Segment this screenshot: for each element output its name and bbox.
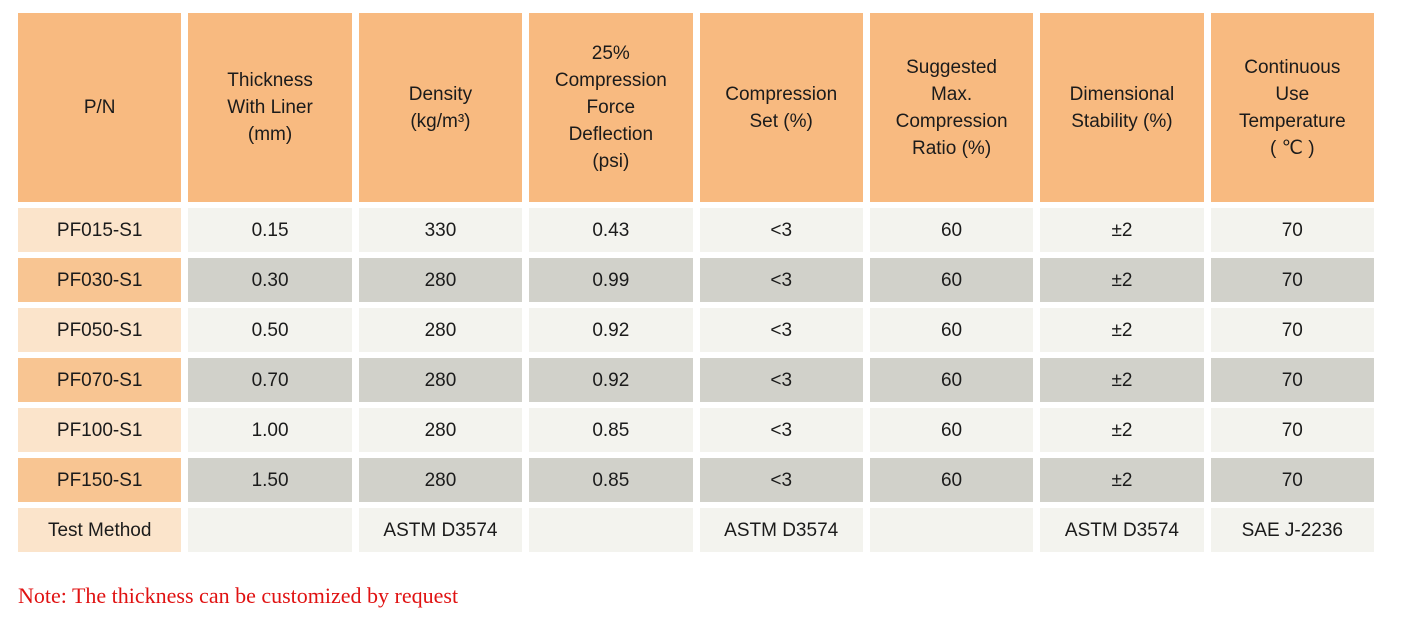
table-cell: 70 <box>1210 458 1374 502</box>
table-cell: ASTM D3574 <box>699 508 863 552</box>
table-cell: SAE J-2236 <box>1210 508 1374 552</box>
table-cell: 60 <box>869 308 1034 352</box>
table-cell: 60 <box>869 208 1034 252</box>
pn-cell: PF070-S1 <box>18 358 182 402</box>
table-cell: 0.50 <box>188 308 352 352</box>
table-cell: 0.99 <box>529 258 693 302</box>
table-cell: 280 <box>358 258 523 302</box>
header-suggested-max-compression-ratio: Suggested Max. Compression Ratio (%) <box>869 13 1034 202</box>
pn-cell: PF015-S1 <box>18 208 182 252</box>
header-continuous-use-temperature: Continuous Use Temperature ( ℃ ) <box>1210 13 1374 202</box>
table-cell: 280 <box>358 358 523 402</box>
table-cell <box>188 508 352 552</box>
table-cell: ±2 <box>1040 408 1204 452</box>
pn-cell: PF100-S1 <box>18 408 182 452</box>
header-density: Density (kg/m³) <box>358 13 523 202</box>
table-cell: 60 <box>869 358 1034 402</box>
table-cell: <3 <box>699 258 863 302</box>
table-cell: 280 <box>358 308 523 352</box>
table-cell: 70 <box>1210 358 1374 402</box>
table-cell: 70 <box>1210 208 1374 252</box>
pn-cell: PF030-S1 <box>18 258 182 302</box>
table-cell: 280 <box>358 458 523 502</box>
table-cell: 0.92 <box>529 308 693 352</box>
header-dimensional-stability: Dimensional Stability (%) <box>1040 13 1204 202</box>
table-cell: 60 <box>869 258 1034 302</box>
table-cell: <3 <box>699 208 863 252</box>
table-cell: 0.85 <box>529 408 693 452</box>
table-cell: 70 <box>1210 258 1374 302</box>
header-pn: P/N <box>18 13 182 202</box>
table-cell: 0.15 <box>188 208 352 252</box>
table-cell: 330 <box>358 208 523 252</box>
table-cell: <3 <box>699 458 863 502</box>
table-cell: 60 <box>869 408 1034 452</box>
table-cell: ±2 <box>1040 308 1204 352</box>
table-cell <box>869 508 1034 552</box>
product-spec-table: P/N Thickness With Liner (mm) Density (k… <box>18 13 1374 552</box>
header-compression-set: Compression Set (%) <box>699 13 863 202</box>
table-cell: <3 <box>699 308 863 352</box>
table-cell: ±2 <box>1040 458 1204 502</box>
table-cell: 60 <box>869 458 1034 502</box>
header-compression-force-deflection: 25% Compression Force Deflection (psi) <box>529 13 693 202</box>
pn-cell: PF050-S1 <box>18 308 182 352</box>
table-cell: ASTM D3574 <box>1040 508 1204 552</box>
table-cell: ±2 <box>1040 208 1204 252</box>
table-cell: <3 <box>699 408 863 452</box>
table-cell: 1.00 <box>188 408 352 452</box>
table-cell: 0.70 <box>188 358 352 402</box>
table-cell: 70 <box>1210 408 1374 452</box>
table-cell: ±2 <box>1040 258 1204 302</box>
table-cell: 0.43 <box>529 208 693 252</box>
table-cell: 0.85 <box>529 458 693 502</box>
table-cell: 0.30 <box>188 258 352 302</box>
table-cell: <3 <box>699 358 863 402</box>
customization-note: Note: The thickness can be customized by… <box>18 583 459 608</box>
table-cell: ±2 <box>1040 358 1204 402</box>
table-cell: 1.50 <box>188 458 352 502</box>
table-cell: 280 <box>358 408 523 452</box>
table-cell <box>529 508 693 552</box>
pn-cell: PF150-S1 <box>18 458 182 502</box>
table-cell: ASTM D3574 <box>358 508 523 552</box>
header-thickness-with-liner: Thickness With Liner (mm) <box>188 13 352 202</box>
table-cell: 0.92 <box>529 358 693 402</box>
table-cell: 70 <box>1210 308 1374 352</box>
test-method-label-cell: Test Method <box>18 508 182 552</box>
